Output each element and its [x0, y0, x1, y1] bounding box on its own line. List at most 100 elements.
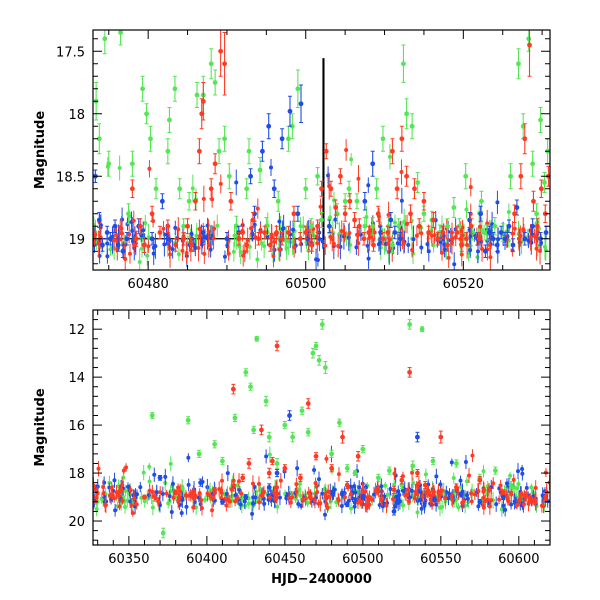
baseline-point: [277, 219, 282, 224]
baseline-point: [170, 481, 175, 486]
baseline-point: [123, 505, 128, 510]
baseline-point: [123, 488, 128, 493]
baseline-point: [156, 499, 161, 504]
baseline-point: [180, 248, 185, 253]
data-point: [380, 136, 386, 142]
data-point: [388, 217, 394, 223]
data-point: [370, 161, 376, 167]
baseline-point: [476, 489, 481, 494]
baseline-point: [208, 493, 213, 498]
baseline-point: [524, 493, 529, 498]
data-point: [404, 173, 409, 179]
baseline-point: [459, 252, 464, 257]
baseline-point: [271, 254, 276, 259]
data-point: [282, 465, 288, 471]
baseline-point: [423, 472, 428, 477]
baseline-point: [385, 492, 390, 497]
baseline-point: [129, 503, 134, 508]
baseline-point: [251, 501, 256, 506]
data-point: [415, 470, 420, 476]
data-point: [309, 242, 315, 248]
baseline-point: [410, 247, 415, 252]
data-point: [177, 186, 183, 192]
data-point: [297, 236, 303, 242]
baseline-point: [516, 481, 521, 486]
baseline-point: [179, 511, 184, 516]
baseline-point: [391, 497, 396, 502]
data-point: [181, 223, 187, 229]
series-2: [142, 340, 506, 500]
baseline-point: [173, 225, 178, 230]
data-point: [240, 475, 246, 481]
data-point: [118, 30, 123, 35]
data-point: [492, 223, 498, 229]
data-point: [290, 434, 296, 440]
data-point: [212, 487, 218, 493]
baseline-point: [272, 491, 277, 496]
bottom-panel: 60350 60400 60450 60500 60550 60600 12 14 16 18 20…: [33, 309, 551, 587]
baseline-point: [506, 209, 511, 214]
baseline-cloud-0: [93, 144, 548, 270]
baseline-point: [514, 503, 519, 508]
data-point: [194, 92, 200, 98]
baseline-point: [281, 226, 286, 231]
baseline-point: [130, 228, 135, 233]
baseline-point: [134, 502, 139, 507]
baseline-point: [220, 478, 225, 483]
baseline-point: [431, 243, 436, 248]
data-point: [142, 494, 147, 500]
baseline-point: [252, 484, 257, 489]
baseline-point: [481, 469, 486, 474]
data-point: [506, 223, 512, 229]
baseline-point: [446, 255, 451, 260]
baseline-point: [485, 221, 490, 226]
baseline-point: [415, 510, 420, 515]
baseline-point: [517, 240, 522, 245]
baseline-point: [200, 239, 205, 244]
baseline-point: [425, 242, 430, 247]
baseline-point: [199, 506, 204, 511]
data-point: [310, 350, 316, 356]
baseline-point: [366, 183, 371, 188]
data-point: [220, 458, 225, 464]
baseline-point: [215, 223, 220, 228]
data-point: [212, 80, 218, 85]
baseline-point: [239, 491, 244, 496]
data-point: [366, 230, 372, 235]
baseline-point: [463, 459, 468, 464]
baseline-point: [488, 255, 493, 260]
baseline-point: [235, 496, 240, 501]
data-point: [421, 211, 427, 217]
y-tick-label: 12: [68, 323, 85, 338]
baseline-point: [480, 246, 485, 251]
baseline-point: [407, 499, 412, 504]
data-point: [186, 198, 192, 204]
baseline-point: [364, 505, 369, 510]
data-point: [266, 434, 272, 440]
data-point: [502, 236, 508, 242]
data-point: [172, 86, 178, 92]
baseline-point: [437, 505, 442, 510]
baseline-point: [234, 180, 239, 185]
baseline-point: [140, 246, 145, 251]
baseline-point: [414, 233, 419, 238]
baseline-point: [339, 504, 344, 509]
baseline-point: [275, 491, 280, 496]
baseline-point: [146, 244, 151, 249]
baseline-point: [250, 511, 255, 516]
baseline-point: [534, 246, 539, 251]
baseline-point: [443, 495, 448, 500]
baseline-point: [262, 501, 267, 506]
baseline-point: [497, 497, 502, 502]
baseline-point: [275, 504, 280, 509]
baseline-point: [501, 503, 506, 508]
data-point: [356, 223, 362, 229]
data-point: [315, 173, 320, 179]
data-point: [401, 61, 406, 67]
baseline-point: [153, 244, 158, 249]
data-point: [159, 198, 165, 204]
baseline-point: [112, 496, 117, 501]
baseline-point: [452, 262, 457, 267]
data-point: [224, 236, 230, 242]
data-point: [464, 236, 469, 242]
